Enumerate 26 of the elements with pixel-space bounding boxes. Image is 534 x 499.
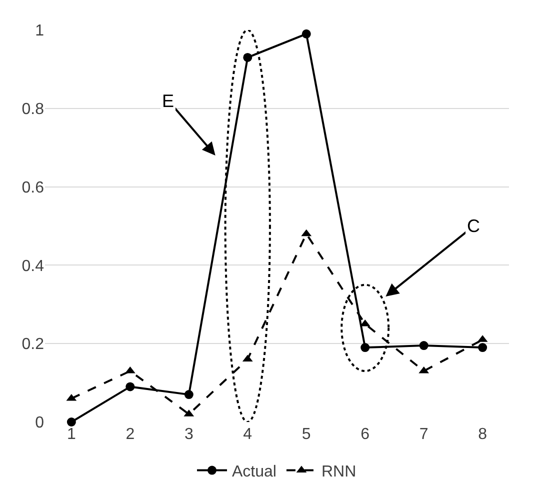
point: [66, 418, 76, 426]
point: [419, 341, 428, 350]
y-tick-label: 0: [35, 414, 44, 432]
x-tick-label: 3: [184, 426, 194, 443]
y-tick-label: 0.2: [22, 336, 44, 354]
x-tick-label: 7: [419, 426, 428, 443]
legend-label: Actual: [232, 464, 276, 480]
x-tick-label: 6: [360, 426, 370, 443]
y-tick-label: 0.8: [22, 101, 44, 118]
y-tick-label: 0.4: [22, 258, 44, 275]
y-tick-label: 1: [35, 22, 44, 40]
y-tick-label: 0.6: [22, 179, 44, 196]
point: [126, 382, 135, 392]
x-tick-label: 2: [126, 426, 135, 443]
annotation: C: [467, 216, 480, 236]
point: [184, 390, 194, 400]
annotation: E: [162, 91, 174, 111]
x-tick-label: 8: [478, 426, 488, 443]
x-tick-label: 5: [302, 426, 311, 443]
point: [478, 343, 488, 352]
point: [302, 29, 311, 38]
legend-label: RNN: [321, 464, 356, 480]
point: [360, 343, 370, 352]
point: [243, 52, 252, 62]
x-tick-label: 4: [243, 426, 252, 443]
x-tick-label: 1: [66, 426, 76, 443]
